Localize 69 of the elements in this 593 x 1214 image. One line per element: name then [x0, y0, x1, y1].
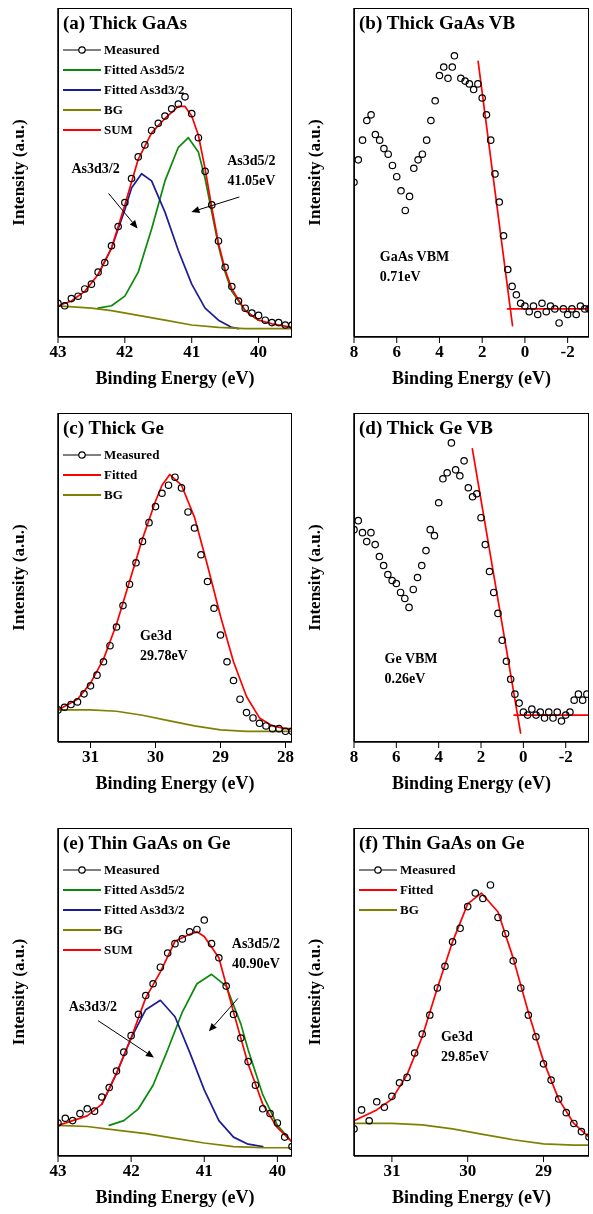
chart-title: (b) Thick GaAs VB — [359, 12, 516, 34]
x-tick-label: 6 — [392, 342, 401, 362]
x-tick-label: -2 — [558, 747, 573, 767]
x-tick-label: 2 — [477, 342, 487, 362]
legend-label: SUM — [104, 122, 133, 138]
y-axis-title: Intensity (a.u.) — [305, 119, 325, 226]
y-axis-title: Intensity (a.u.) — [305, 524, 325, 631]
x-tick-label: 40 — [250, 342, 268, 362]
legend-label: BG — [104, 102, 123, 118]
x-tick-label: 30 — [147, 747, 164, 767]
legend-label: Fitted — [400, 882, 434, 898]
x-tick-label: 29 — [212, 747, 229, 767]
x-tick-label: 2 — [476, 747, 486, 767]
x-tick-label: 41 — [195, 1161, 213, 1181]
annotation: Ge VBM 0.26eV — [384, 651, 438, 687]
x-axis-title: Binding Energy (eV) — [94, 1186, 256, 1208]
chart-title: (c) Thick Ge — [63, 417, 164, 439]
x-axis-title: Binding Energy (eV) — [391, 772, 552, 794]
legend-label: Fitted As3d3/2 — [104, 902, 185, 918]
annotation: Ge3d 29.85eV — [440, 1029, 489, 1065]
legend-label: BG — [104, 487, 123, 503]
x-tick-label: 43 — [49, 342, 67, 362]
x-axis-title: Binding Energy (eV) — [391, 1186, 552, 1208]
x-tick-label: -2 — [560, 342, 575, 362]
x-tick-label: 31 — [383, 1161, 401, 1181]
x-tick-label: 31 — [82, 747, 99, 767]
x-tick-label: 0 — [520, 342, 530, 362]
y-axis-title: Intensity (a.u.) — [305, 938, 325, 1046]
x-tick-label: 29 — [535, 1161, 553, 1181]
legend-label: Fitted As3d5/2 — [104, 882, 185, 898]
annotation: As3d5/2 40.90eV — [231, 936, 281, 972]
x-axis-title: Binding Energy (eV) — [391, 367, 552, 389]
chart-title: (f) Thin GaAs on Ge — [359, 832, 525, 854]
x-tick-label: 0 — [519, 747, 528, 767]
chart-title: (a) Thick GaAs — [63, 12, 188, 34]
legend-label: SUM — [104, 942, 133, 958]
annotation: Ge3d 29.78eV — [139, 628, 188, 664]
legend-label: BG — [400, 902, 419, 918]
legend-label: BG — [104, 922, 123, 938]
legend-label: Measured — [104, 862, 160, 878]
x-axis-title: Binding Energy (eV) — [94, 772, 256, 794]
x-tick-label: 6 — [392, 747, 401, 767]
x-tick-label: 4 — [435, 342, 445, 362]
x-tick-label: 30 — [459, 1161, 477, 1181]
x-tick-label: 43 — [49, 1161, 67, 1181]
y-axis-title: Intensity (a.u.) — [9, 938, 29, 1046]
annotation: As3d5/2 41.05eV — [227, 152, 276, 188]
x-tick-label: 8 — [349, 747, 359, 767]
legend-label: Fitted As3d3/2 — [104, 82, 185, 98]
annotation: As3d3/2 — [68, 998, 118, 1014]
chart-title: (e) Thin GaAs on Ge — [63, 832, 231, 854]
x-tick-label: 42 — [116, 342, 134, 362]
legend-label: Measured — [104, 42, 160, 58]
x-axis-title: Binding Energy (eV) — [94, 367, 256, 389]
chart-title: (d) Thick Ge VB — [359, 417, 493, 439]
legend-label: Fitted As3d5/2 — [104, 62, 185, 78]
x-tick-label: 42 — [122, 1161, 140, 1181]
legend-label: Measured — [400, 862, 456, 878]
legend-label: Fitted — [104, 467, 138, 483]
x-tick-label: 41 — [183, 342, 201, 362]
y-axis-title: Intensity (a.u.) — [9, 524, 29, 631]
y-axis-title: Intensity (a.u.) — [9, 119, 29, 226]
annotation: As3d3/2 — [71, 161, 120, 177]
x-tick-label: 4 — [434, 747, 444, 767]
annotation: GaAs VBM 0.71eV — [379, 249, 450, 285]
x-tick-label: 40 — [268, 1161, 286, 1181]
x-tick-label: 28 — [277, 747, 294, 767]
legend-label: Measured — [104, 447, 160, 463]
x-tick-label: 8 — [349, 342, 359, 362]
